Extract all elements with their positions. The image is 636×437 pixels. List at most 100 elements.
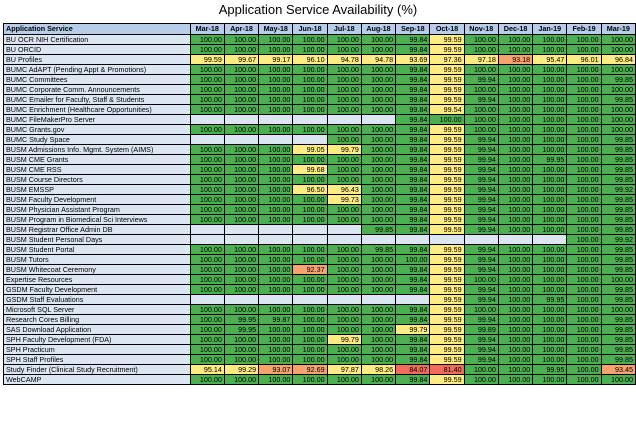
availability-value-cell: 100.00 (326, 134, 362, 145)
availability-value-cell: 100.00 (360, 274, 397, 285)
availability-value-cell: 100.00 (360, 284, 397, 295)
availability-value-cell: 99.59 (429, 184, 465, 195)
availability-value-cell: 100.00 (497, 84, 534, 95)
service-name-cell: Expertise Resources (3, 274, 191, 285)
availability-value-cell (532, 234, 568, 245)
availability-value-cell: 99.59 (429, 44, 465, 55)
availability-value-cell: 99.85 (600, 294, 636, 305)
column-header-month: Apr-18 (223, 23, 260, 35)
availability-value-cell: 99.94 (463, 164, 499, 175)
availability-value-cell: 100.00 (258, 284, 294, 295)
availability-value-cell: 93.18 (497, 54, 534, 65)
availability-value-cell: 99.85 (600, 254, 636, 265)
availability-value-cell: 100.00 (223, 174, 260, 185)
availability-value-cell: 99.59 (429, 94, 465, 105)
column-header-month: Jan-19 (532, 23, 568, 35)
availability-value-cell: 100.00 (532, 204, 568, 215)
availability-value-cell: 100.00 (497, 44, 534, 55)
availability-value-cell: 100.00 (189, 274, 225, 285)
table-row: Expertise Resources 100.00 100.00 100.00 100… (3, 274, 636, 285)
availability-value-cell: 100.00 (463, 274, 499, 285)
availability-value-cell: 100.00 (360, 124, 397, 135)
table-row: BUSM Program in Biomedical Sci Interview… (3, 214, 636, 225)
availability-value-cell: 100.00 (189, 44, 225, 55)
availability-value-cell: 100.00 (429, 114, 465, 125)
table-body: BU OCR NIH Certification 100.00 100.00 100.… (3, 34, 636, 385)
availability-value-cell: 100.00 (292, 104, 328, 115)
table-row: SPH Faculty Development (FDA) 100.00 100.0… (3, 334, 636, 345)
availability-value-cell: 100.00 (600, 104, 636, 115)
availability-value-cell: 100.00 (292, 214, 328, 225)
availability-value-cell: 99.94 (463, 284, 499, 295)
availability-value-cell: 100.00 (258, 174, 294, 185)
availability-value-cell (395, 234, 431, 245)
availability-value-cell: 99.67 (223, 54, 260, 65)
availability-value-cell: 100.00 (497, 184, 534, 195)
availability-value-cell: 99.85 (600, 334, 636, 345)
availability-value-cell: 99.84 (395, 84, 431, 95)
availability-value-cell: 100.00 (566, 154, 602, 165)
availability-value-cell: 100.00 (326, 374, 362, 385)
availability-value-cell: 100.00 (600, 304, 636, 315)
availability-value-cell: 100.00 (292, 74, 328, 85)
availability-value-cell: 100.00 (532, 194, 568, 205)
table-row: BUMC Emailer for Faculty, Staff & Studen… (3, 94, 636, 105)
availability-value-cell: 96.50 (292, 184, 328, 195)
availability-value-cell: 96.01 (566, 54, 602, 65)
availability-value-cell: 100.00 (189, 174, 225, 185)
availability-value-cell: 100.00 (532, 254, 568, 265)
availability-value-cell: 100.00 (360, 184, 397, 195)
availability-value-cell: 100.00 (258, 274, 294, 285)
table-row: BUMC Grants.gov 100.00 100.00 100.00 100.00 1… (3, 124, 636, 135)
availability-value-cell: 100.00 (600, 84, 636, 95)
availability-value-cell: 100.00 (497, 304, 534, 315)
availability-value-cell: 99.05 (292, 144, 328, 155)
availability-value-cell: 100.00 (600, 114, 636, 125)
availability-value-cell: 100.00 (360, 214, 397, 225)
column-header-service: Application Service (3, 23, 191, 35)
availability-value-cell: 100.00 (326, 264, 362, 275)
availability-value-cell: 99.85 (600, 154, 636, 165)
service-name-cell: Study Finder (Clinical Study Recruitment… (3, 364, 191, 375)
availability-value-cell: 100.00 (258, 44, 294, 55)
availability-value-cell (395, 294, 431, 305)
availability-value-cell: 99.59 (429, 174, 465, 185)
availability-value-cell: 100.00 (497, 294, 534, 305)
availability-value-cell: 100.00 (223, 34, 260, 45)
availability-value-cell: 99.85 (600, 324, 636, 335)
table-row: GSDM Faculty Development 100.00 100.00 100.… (3, 284, 636, 295)
availability-value-cell: 100.00 (497, 214, 534, 225)
service-name-cell: Research Cores Billing (3, 314, 191, 325)
availability-value-cell: 99.84 (395, 274, 431, 285)
service-name-cell: BU Profiles (3, 54, 191, 65)
table-row: BUSM Registrar Office Admin DB 99.85 99.84… (3, 224, 636, 235)
availability-value-cell: 100.00 (326, 44, 362, 55)
availability-value-cell: 99.94 (463, 244, 499, 255)
availability-value-cell: 100.00 (532, 314, 568, 325)
availability-value-cell: 100.00 (360, 334, 397, 345)
availability-value-cell: 99.59 (429, 84, 465, 95)
availability-value-cell: 100.00 (360, 174, 397, 185)
availability-value-cell: 100.00 (258, 124, 294, 135)
availability-value-cell: 100.00 (292, 34, 328, 45)
availability-value-cell: 100.00 (258, 144, 294, 155)
availability-value-cell: 100.00 (189, 104, 225, 115)
availability-value-cell: 100.00 (258, 74, 294, 85)
availability-value-cell (189, 134, 225, 145)
availability-value-cell: 100.00 (497, 154, 534, 165)
availability-value-cell: 100.00 (532, 374, 568, 385)
availability-value-cell: 100.00 (566, 364, 602, 375)
availability-value-cell: 98.26 (360, 364, 397, 375)
availability-value-cell: 99.59 (429, 294, 465, 305)
availability-value-cell: 100.00 (258, 154, 294, 165)
availability-value-cell: 100.00 (600, 274, 636, 285)
availability-value-cell: 100.00 (360, 324, 397, 335)
availability-value-cell: 100.00 (497, 274, 534, 285)
availability-value-cell: 100.00 (566, 84, 602, 95)
table-row: BUMC FileMakerPro Server 99.84 100.00 100.0… (3, 114, 636, 125)
availability-value-cell: 99.84 (395, 144, 431, 155)
availability-value-cell: 99.92 (600, 234, 636, 245)
column-header-month: Sep-18 (395, 23, 431, 35)
availability-value-cell: 100.00 (600, 34, 636, 45)
availability-value-cell: 99.84 (395, 154, 431, 165)
